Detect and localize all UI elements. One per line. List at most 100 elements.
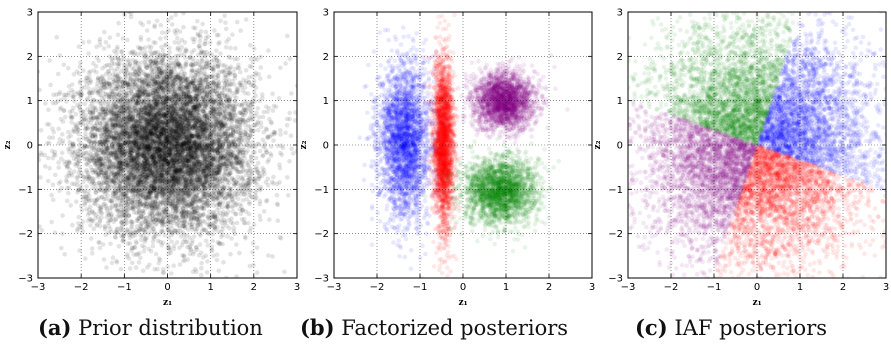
data-point — [90, 155, 95, 161]
data-point — [166, 151, 172, 156]
data-point — [240, 175, 245, 180]
data-point — [187, 176, 192, 181]
data-point — [121, 111, 126, 116]
data-point — [196, 164, 202, 169]
data-point — [136, 187, 142, 192]
data-point — [153, 217, 159, 223]
data-point — [172, 172, 178, 178]
data-point — [166, 118, 171, 123]
data-point — [212, 103, 217, 108]
data-point — [146, 92, 152, 97]
data-point — [197, 94, 203, 99]
data-point — [156, 60, 161, 66]
data-point — [115, 213, 121, 218]
data-point — [102, 172, 107, 177]
data-point — [151, 172, 157, 177]
data-point — [289, 146, 294, 151]
data-point — [58, 97, 64, 103]
data-point — [122, 135, 128, 141]
data-point — [165, 179, 170, 184]
data-point — [132, 245, 138, 250]
data-point — [115, 164, 121, 170]
data-point — [122, 167, 127, 172]
data-point — [95, 116, 101, 121]
data-point — [145, 158, 150, 164]
data-point — [151, 161, 157, 166]
data-point — [179, 150, 185, 156]
data-point — [97, 162, 103, 168]
data-point — [101, 46, 107, 51]
data-point — [134, 156, 140, 161]
data-point — [84, 195, 89, 200]
data-point — [133, 239, 139, 244]
data-point — [238, 133, 243, 138]
data-point — [171, 263, 176, 269]
data-point — [278, 128, 283, 133]
data-point — [135, 196, 141, 202]
data-point — [252, 150, 257, 155]
data-point — [203, 102, 208, 107]
data-point — [147, 218, 153, 223]
data-point — [98, 134, 104, 139]
data-point — [168, 68, 174, 74]
data-point — [211, 137, 216, 142]
data-point — [54, 92, 59, 97]
data-point — [173, 158, 179, 163]
data-point — [196, 124, 201, 129]
data-point — [182, 75, 188, 80]
data-point — [130, 260, 135, 266]
data-point — [145, 151, 150, 157]
data-point — [181, 125, 187, 131]
data-point — [148, 111, 153, 116]
data-point — [172, 117, 178, 123]
data-point — [188, 173, 194, 178]
data-point — [53, 172, 58, 178]
data-point — [88, 158, 93, 164]
data-point — [175, 100, 180, 105]
data-point — [119, 117, 124, 123]
data-point — [178, 104, 184, 110]
data-point — [153, 163, 158, 169]
data-point — [187, 94, 193, 100]
data-point — [161, 143, 166, 148]
data-point — [131, 175, 136, 181]
data-point — [59, 245, 64, 251]
data-point — [265, 135, 270, 141]
data-point — [136, 93, 141, 98]
data-point — [86, 160, 91, 166]
data-point — [131, 82, 136, 88]
data-point — [171, 158, 176, 164]
data-point — [230, 32, 235, 37]
data-point — [186, 132, 192, 137]
data-point — [136, 211, 142, 217]
data-point — [232, 104, 237, 110]
data-point — [180, 166, 185, 171]
data-point — [195, 106, 200, 111]
data-point — [75, 226, 80, 231]
data-point — [67, 160, 73, 165]
data-point — [203, 29, 209, 35]
data-point — [127, 196, 133, 201]
data-point — [167, 74, 172, 80]
data-point — [168, 87, 173, 93]
data-point — [162, 136, 167, 141]
data-point — [219, 155, 224, 161]
data-point — [205, 259, 210, 264]
data-point — [235, 86, 241, 92]
data-point — [257, 142, 262, 147]
data-point — [182, 225, 188, 231]
data-point — [81, 179, 86, 185]
data-point — [203, 158, 208, 164]
data-point — [150, 136, 156, 141]
data-point — [131, 156, 137, 161]
data-point — [191, 39, 197, 45]
data-point — [237, 110, 242, 116]
data-point — [142, 126, 148, 132]
data-point — [134, 137, 139, 143]
data-point — [106, 174, 111, 180]
data-point — [214, 48, 219, 53]
data-point — [178, 86, 184, 91]
data-point — [129, 245, 135, 251]
data-point — [213, 122, 219, 128]
